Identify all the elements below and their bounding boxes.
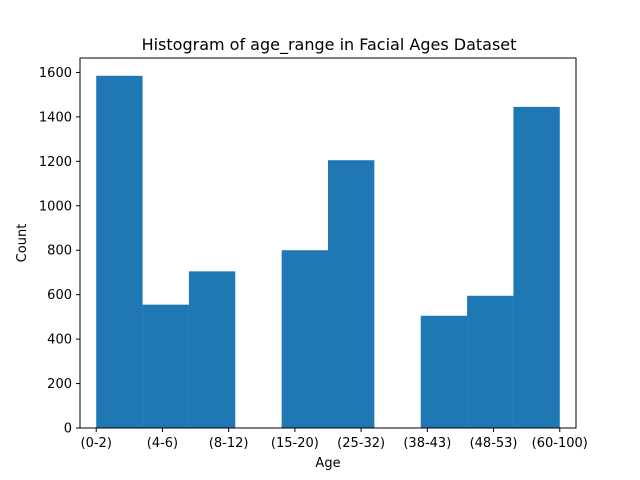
histogram-bar	[467, 295, 514, 428]
y-tick-label: 400	[47, 333, 72, 348]
x-tick-label: (8-12)	[209, 436, 249, 451]
histogram-bar	[328, 160, 375, 428]
x-axis-label: Age	[315, 456, 340, 471]
chart-title: Histogram of age_range in Facial Ages Da…	[142, 35, 517, 55]
y-axis: 0 200 400 600 800 1000 1200 1400 1600	[39, 66, 80, 437]
histogram-bar	[281, 250, 328, 428]
y-tick-label: 1400	[39, 110, 72, 125]
x-tick-label: (25-32)	[337, 436, 385, 451]
histogram-bar	[142, 304, 189, 428]
plot-frame	[79, 57, 577, 429]
x-tick-label: (0-2)	[81, 436, 112, 451]
y-tick-label: 200	[47, 377, 72, 392]
x-tick-label: (4-6)	[147, 436, 178, 451]
x-axis: (0-2) (4-6) (8-12) (15-20) (25-32) (38-43) (48…	[81, 428, 588, 451]
histogram-bar	[96, 75, 143, 429]
x-tick-label: (38-43)	[403, 436, 451, 451]
x-tick-label: (60-100)	[532, 436, 588, 451]
histogram-bar	[188, 271, 236, 428]
y-tick-label: 1200	[39, 155, 72, 170]
histogram-bar	[513, 106, 560, 428]
y-tick-label: 0	[64, 422, 72, 437]
x-tick-label: (15-20)	[271, 436, 319, 451]
y-tick-label: 800	[47, 244, 72, 259]
x-tick-label: (48-53)	[470, 436, 518, 451]
y-tick-label: 1000	[39, 199, 72, 214]
histogram-bar	[420, 315, 468, 428]
y-axis-label: Count	[15, 224, 30, 263]
y-tick-label: 1600	[39, 66, 72, 81]
bars-group	[96, 75, 560, 429]
y-tick-label: 600	[47, 288, 72, 303]
